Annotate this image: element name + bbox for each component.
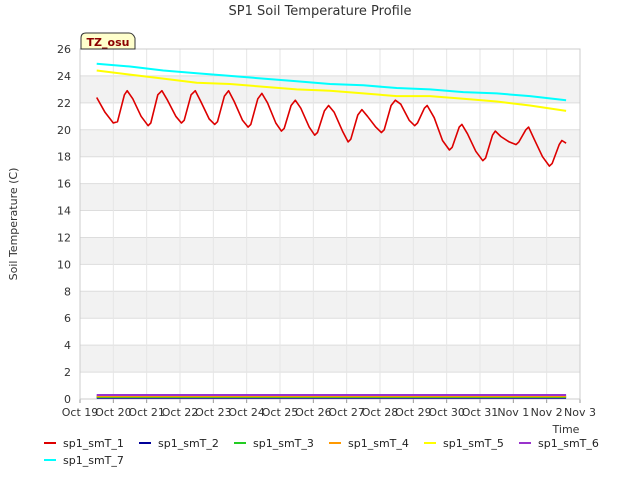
legend-label: sp1_smT_2 — [158, 437, 219, 450]
x-tick-label: Oct 22 — [162, 406, 199, 419]
legend-item-sp1_smT_2: sp1_smT_2 — [139, 437, 219, 450]
y-tick-label: 2 — [64, 366, 71, 379]
plot-band — [80, 291, 580, 319]
plot-band — [80, 183, 580, 211]
x-tick-label: Oct 29 — [395, 406, 432, 419]
y-axis-title: Soil Temperature (C) — [7, 168, 20, 281]
legend: sp1_smT_1 sp1_smT_2 sp1_smT_3 sp1_smT_4 sp1_… — [44, 437, 599, 467]
legend-item-sp1_smT_3: sp1_smT_3 — [234, 437, 314, 450]
plot-band — [80, 318, 580, 346]
plot-frame — [79, 48, 581, 400]
plot-band — [80, 129, 580, 157]
y-tick-label: 0 — [64, 393, 71, 406]
legend-label: sp1_smT_7 — [63, 454, 124, 467]
x-tick-label: Oct 23 — [195, 406, 232, 419]
legend-label: sp1_smT_4 — [348, 437, 409, 450]
legend-item-sp1_smT_5: sp1_smT_5 — [424, 437, 504, 450]
plot-band — [80, 49, 580, 76]
series-layer — [96, 62, 567, 399]
y-tick-label: 16 — [57, 178, 71, 191]
y-tick-label: 24 — [57, 70, 71, 83]
x-tick-label: Oct 25 — [262, 406, 299, 419]
y-tick-label: 4 — [64, 339, 71, 352]
x-tick-label: Oct 24 — [228, 406, 265, 419]
y-tick-label: 20 — [57, 124, 71, 137]
legend-item-sp1_smT_7: sp1_smT_7 — [44, 454, 124, 467]
legend-label: sp1_smT_3 — [253, 437, 314, 450]
y-tick-label: 6 — [64, 312, 71, 325]
plot-band — [80, 237, 580, 265]
plot-band — [80, 345, 580, 373]
x-tick-label: Oct 27 — [328, 406, 365, 419]
legend-label: sp1_smT_5 — [443, 437, 504, 450]
x-tick-label: Oct 19 — [62, 406, 99, 419]
station-badge: TZ_osu — [80, 32, 136, 50]
y-tick-label: 12 — [57, 231, 71, 244]
x-tick-label: Oct 30 — [428, 406, 465, 419]
x-tick-label: Oct 20 — [95, 406, 132, 419]
plot-band — [80, 210, 580, 238]
legend-label: sp1_smT_1 — [63, 437, 124, 450]
y-tick-label: 14 — [57, 205, 71, 218]
x-tick-label: Oct 31 — [462, 406, 499, 419]
x-tick-label: Oct 26 — [295, 406, 332, 419]
plot-band — [80, 75, 580, 103]
x-tick-label: Oct 28 — [362, 406, 399, 419]
legend-label: sp1_smT_6 — [538, 437, 599, 450]
y-tick-label: 10 — [57, 258, 71, 271]
plot-bands — [80, 49, 580, 399]
series-line-sp1_smT_1 — [96, 89, 567, 167]
badge-label: TZ_osu — [87, 36, 130, 49]
y-tick-label: 18 — [57, 151, 71, 164]
plot-band — [80, 264, 580, 292]
x-tick-label: Nov 1 — [497, 406, 529, 419]
badge-box — [80, 32, 136, 50]
y-tick-label: 8 — [64, 285, 71, 298]
series-line-sp1_smT_5 — [96, 69, 567, 112]
x-tick-label: Nov 2 — [531, 406, 563, 419]
y-tick-label: 22 — [57, 97, 71, 110]
y-tick-label: 26 — [57, 43, 71, 56]
plot-band — [80, 156, 580, 184]
x-tick-label: Oct 21 — [128, 406, 165, 419]
legend-item-sp1_smT_6: sp1_smT_6 — [519, 437, 599, 450]
legend-item-sp1_smT_4: sp1_smT_4 — [329, 437, 409, 450]
chart-title: SP1 Soil Temperature Profile — [229, 4, 412, 19]
x-axis-title: Time — [552, 423, 580, 436]
x-tick-label: Nov 3 — [564, 406, 596, 419]
legend-item-sp1_smT_1: sp1_smT_1 — [44, 437, 124, 450]
series-line-sp1_smT_7 — [96, 62, 567, 102]
